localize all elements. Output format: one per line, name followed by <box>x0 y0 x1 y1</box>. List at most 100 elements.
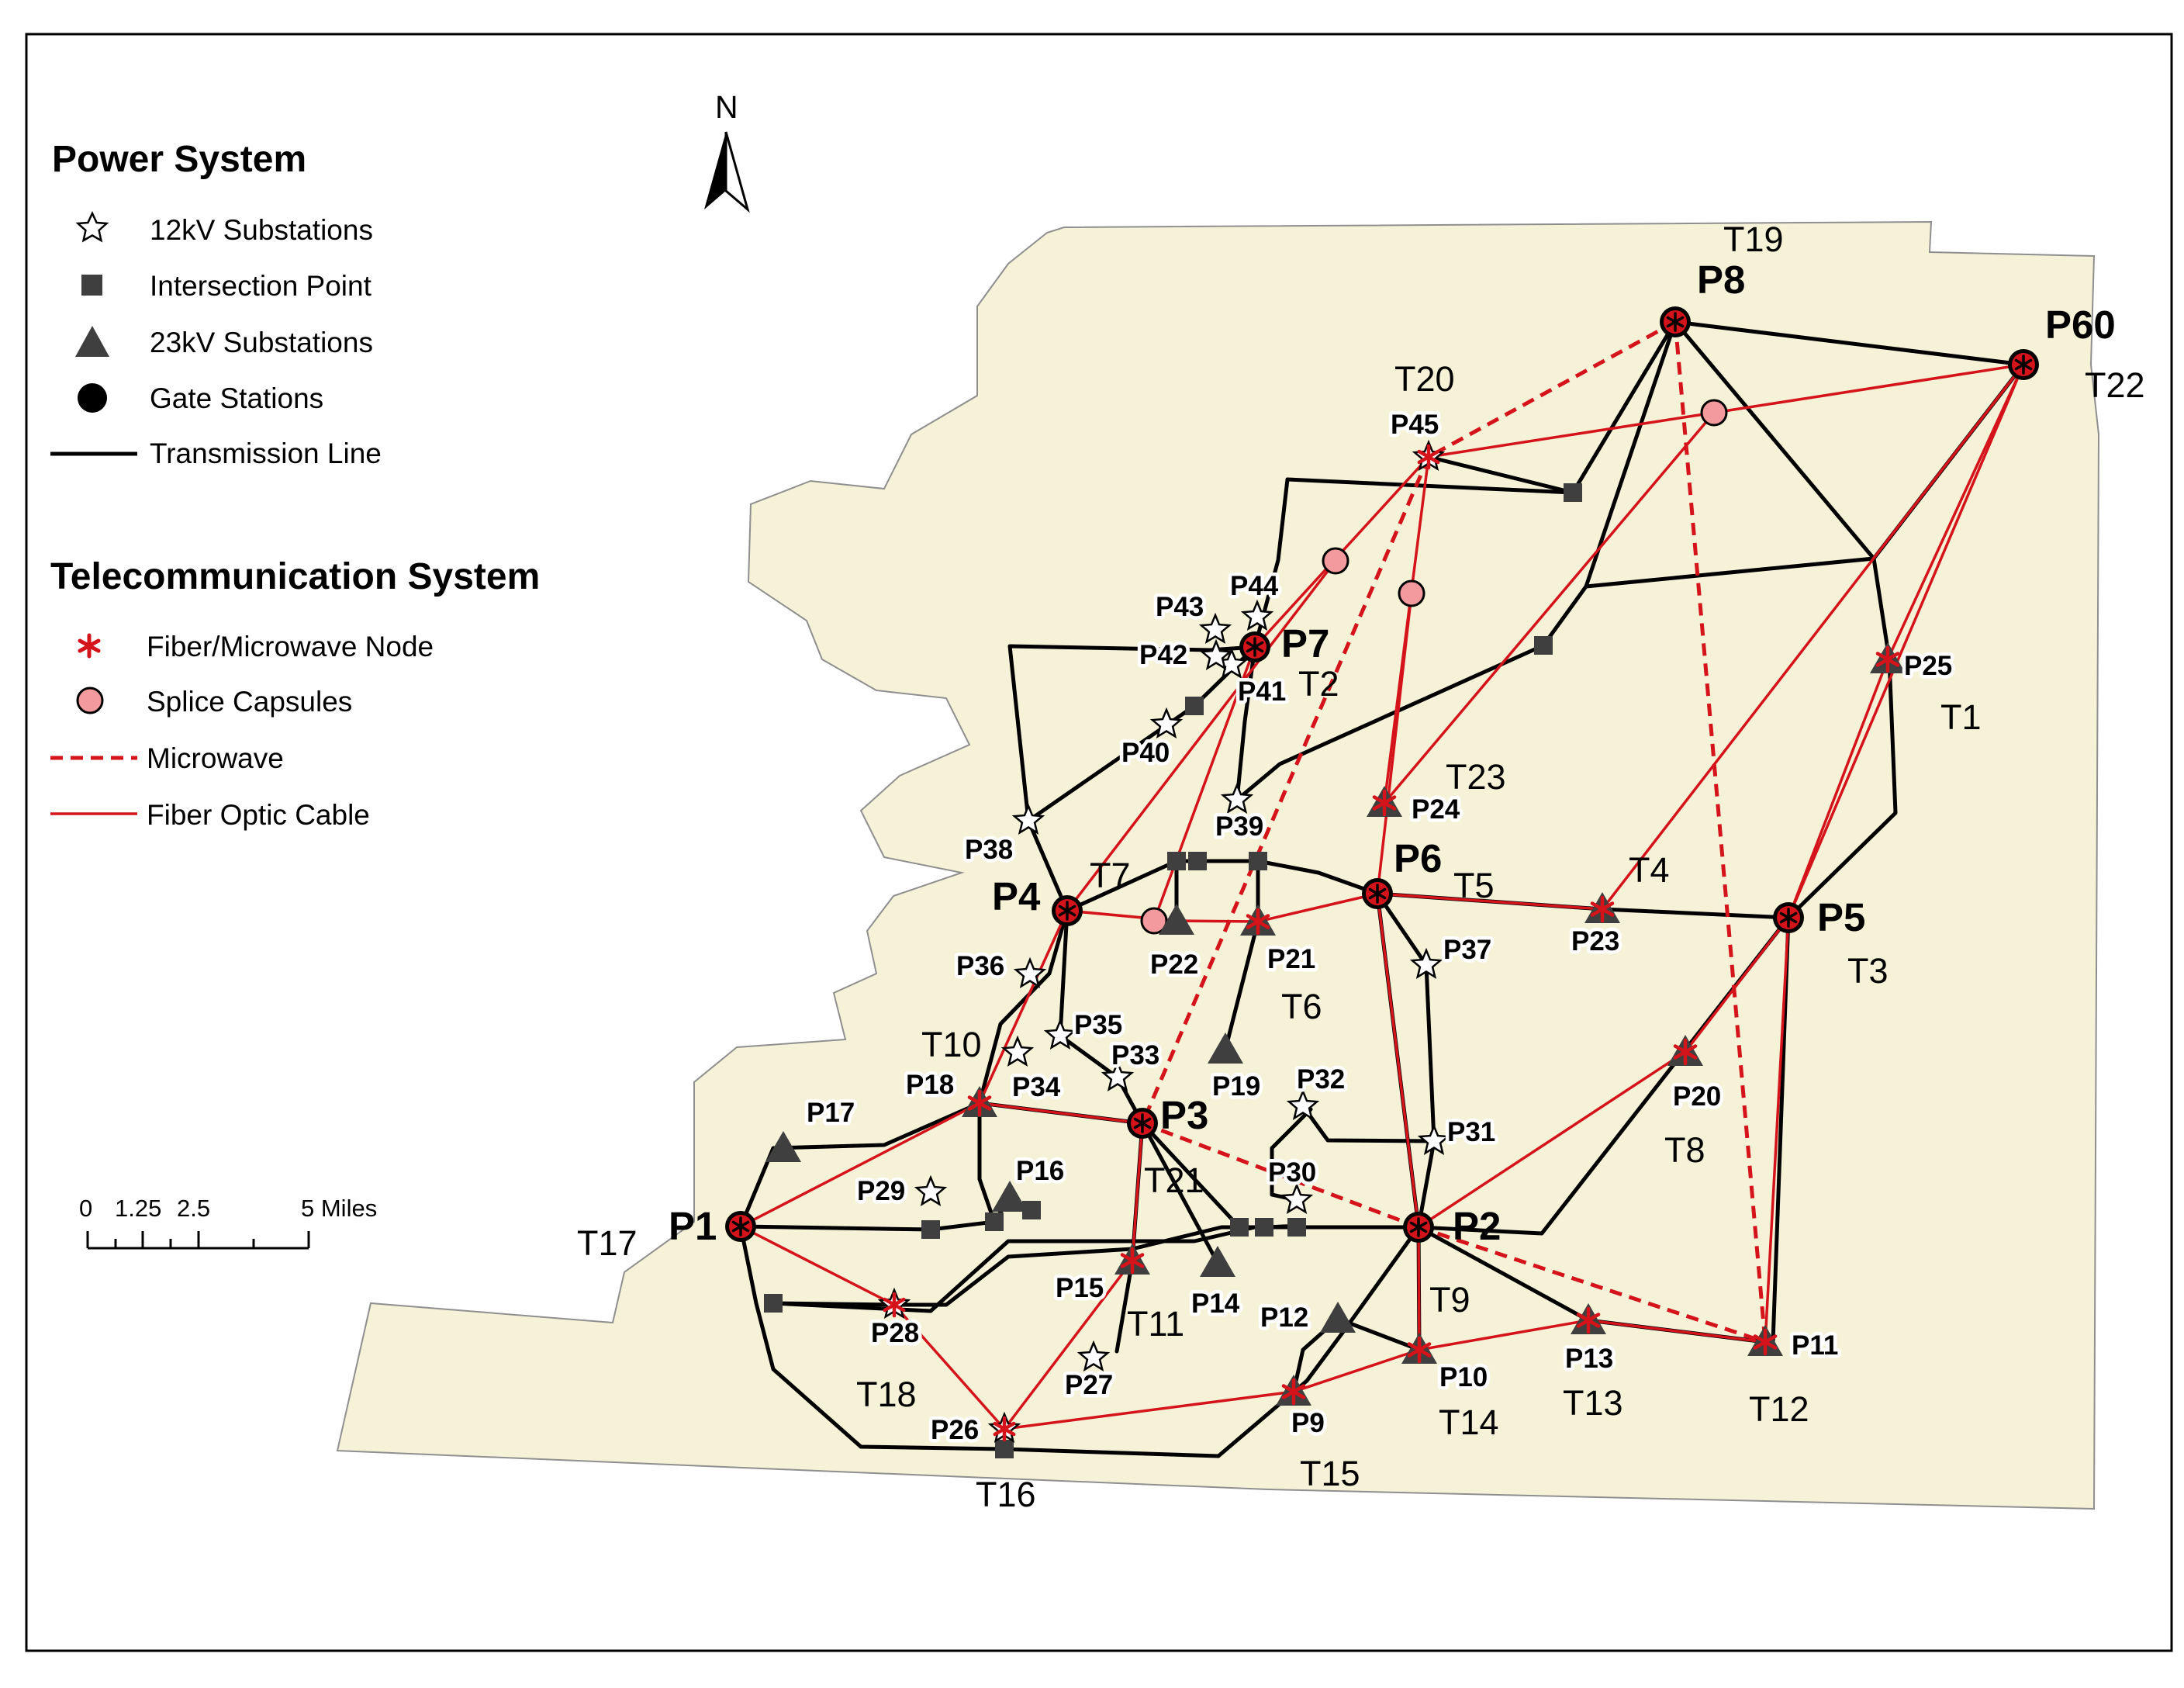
microwave-link-1 <box>1427 320 1677 459</box>
square-icon <box>81 275 102 296</box>
node-asterisk-p25 <box>1875 645 1900 673</box>
substation-12kv-p44 <box>1240 599 1274 631</box>
scale-label-5-miles: 5 Miles <box>301 1195 377 1222</box>
substation-12kv-p36 <box>1013 956 1047 989</box>
gate-label-p2: P2 <box>1453 1204 1501 1248</box>
terminal-label-t10: T10 <box>921 1025 982 1064</box>
substation-23kv-p12 <box>1320 1302 1356 1333</box>
substation-12kv-p27 <box>1076 1340 1111 1372</box>
gate-asterisk-p60 <box>2014 355 2033 375</box>
substation-label-p30: P30 <box>1268 1157 1316 1188</box>
terminal-label-t4: T4 <box>1629 850 1670 890</box>
substation-12kv-p39 <box>1220 782 1254 815</box>
substation-label-p19: P19 <box>1212 1071 1260 1102</box>
substation-label-p40: P40 <box>1121 738 1170 768</box>
fiber-cable-13 <box>1601 363 2025 911</box>
substation-12kv-p42 <box>1199 638 1233 671</box>
intersection-point-1 <box>1534 636 1553 655</box>
terminal-label-t6: T6 <box>1281 987 1322 1026</box>
intersection-point-8 <box>985 1212 1004 1231</box>
node-asterisk-p28 <box>883 1292 906 1318</box>
substation-label-p11: P11 <box>1792 1330 1838 1361</box>
intersection-point-11 <box>1255 1218 1273 1237</box>
land-area <box>336 220 2100 1510</box>
splice-capsule-1 <box>1322 547 1349 575</box>
legend-label-fiber: Fiber Optic Cable <box>147 799 370 831</box>
splice-capsule-3 <box>1700 399 1728 427</box>
legend-label-23kv: 23kV Substations <box>150 327 373 358</box>
substation-23kv-p16 <box>992 1181 1028 1212</box>
scale-label-1-25: 1.25 <box>115 1195 161 1222</box>
substation-label-p32: P32 <box>1297 1064 1345 1095</box>
substation-12kv-p31 <box>1417 1123 1451 1156</box>
node-asterisk-p24 <box>1372 789 1397 817</box>
microwave-link-4 <box>1142 1121 1419 1230</box>
substation-label-p18: P18 <box>906 1070 954 1100</box>
substation-label-p31: P31 <box>1447 1117 1495 1147</box>
splice-capsule-icon <box>76 687 104 714</box>
substation-label-p38: P38 <box>965 835 1013 865</box>
fiber-cable-21 <box>1066 559 1337 912</box>
terminal-label-t2: T2 <box>1298 664 1339 704</box>
fiber-cable-11 <box>1787 363 2025 919</box>
splice-capsule-4 <box>1140 907 1168 935</box>
substation-label-p44: P44 <box>1230 571 1279 601</box>
gate-asterisk-p2 <box>1409 1217 1428 1237</box>
splice-capsule-2 <box>1398 579 1425 607</box>
gate-asterisk-p3 <box>1133 1113 1152 1133</box>
terminal-label-t3: T3 <box>1847 951 1889 991</box>
gate-asterisk-p7 <box>1246 637 1264 657</box>
transmission-line-22 <box>1375 891 1436 1230</box>
node-asterisk-p18 <box>967 1089 992 1117</box>
node-asterisk-p15 <box>1120 1247 1145 1275</box>
asterisk-icon <box>78 633 101 659</box>
terminal-label-t13: T13 <box>1563 1383 1623 1423</box>
north-arrow-icon <box>704 131 750 213</box>
gate-asterisk-p6 <box>1368 884 1387 904</box>
scale-label-2-5: 2.5 <box>177 1195 210 1222</box>
substation-label-p20: P20 <box>1673 1081 1721 1112</box>
gate-asterisk-p1 <box>731 1216 750 1237</box>
microwave-link-5 <box>1418 1225 1766 1344</box>
terminal-label-t9: T9 <box>1429 1280 1470 1320</box>
north-label: N <box>715 89 738 125</box>
legend: Power System 12kV Substations Intersecti… <box>50 139 540 831</box>
intersection-point-9 <box>921 1220 940 1239</box>
substation-label-p34: P34 <box>1012 1072 1061 1102</box>
fiber-cable-2 <box>978 1102 1144 1125</box>
gate-asterisk-p4 <box>1058 901 1076 921</box>
gate-label-p1: P1 <box>669 1204 717 1248</box>
legend-label-intersection: Intersection Point <box>150 270 372 302</box>
fiber-cable-22 <box>1152 645 1256 922</box>
terminal-label-t5: T5 <box>1453 866 1495 905</box>
transmission-line-26 <box>1007 644 1257 913</box>
triangle-icon <box>75 326 109 357</box>
transmission-line-1 <box>1673 320 2026 367</box>
terminal-label-t19: T19 <box>1723 220 1784 259</box>
fiber-cable-9 <box>1764 916 1790 1344</box>
substation-label-p17: P17 <box>807 1098 855 1128</box>
gate-label-p3: P3 <box>1160 1093 1208 1137</box>
terminal-label-t18: T18 <box>856 1375 917 1414</box>
substation-12kv-p29 <box>914 1174 948 1207</box>
node-asterisk-p21 <box>1246 908 1270 936</box>
node-asterisk-p10 <box>1407 1336 1432 1364</box>
microwave-links <box>1140 320 1768 1344</box>
substation-label-p9: P9 <box>1291 1408 1325 1438</box>
gate-asterisk-p5 <box>1779 908 1798 928</box>
substation-12kv-p38 <box>1011 803 1045 835</box>
substation-label-p13: P13 <box>1565 1344 1613 1374</box>
fiber-cable-1 <box>739 1102 981 1228</box>
substation-12kv-p43 <box>1198 612 1232 645</box>
terminal-label-t7: T7 <box>1090 856 1131 895</box>
gate-label-p6: P6 <box>1394 836 1442 880</box>
intersection-point-5 <box>1188 852 1207 870</box>
substation-12kv-p33 <box>1101 1060 1135 1092</box>
transmission-line-2 <box>1253 320 1678 649</box>
node-asterisk-p26 <box>993 1416 1016 1442</box>
substation-label-p36: P36 <box>956 951 1004 981</box>
terminal-label-t16: T16 <box>976 1475 1036 1514</box>
gate-label-p60: P60 <box>2045 303 2116 347</box>
substation-label-p27: P27 <box>1065 1370 1113 1400</box>
splice-capsules <box>1140 399 1728 935</box>
